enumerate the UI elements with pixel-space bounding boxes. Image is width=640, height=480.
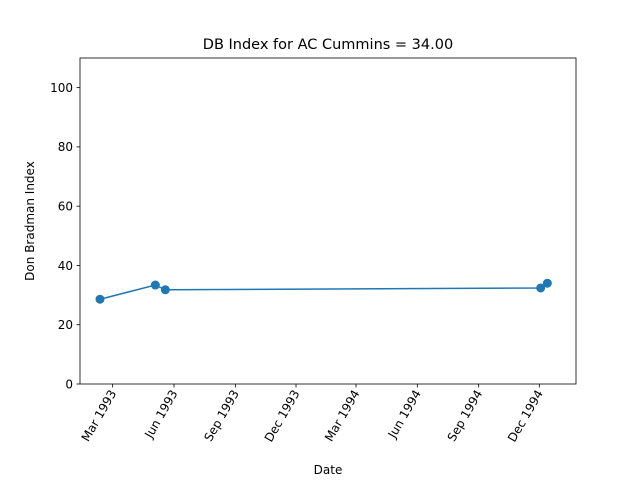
data-point bbox=[536, 283, 546, 293]
y-tick-label: 60 bbox=[58, 199, 73, 213]
data-point bbox=[160, 285, 170, 295]
y-tick-label: 100 bbox=[50, 81, 73, 95]
y-tick-label: 0 bbox=[65, 377, 73, 391]
axes-frame bbox=[79, 57, 577, 385]
chart-title: DB Index for AC Cummins = 34.00 bbox=[203, 37, 453, 53]
x-axis-label: Date bbox=[314, 463, 343, 477]
y-tick-label: 20 bbox=[58, 318, 73, 332]
y-tick-label: 80 bbox=[58, 140, 73, 154]
data-point bbox=[150, 280, 160, 290]
data-point bbox=[95, 294, 105, 304]
y-axis-label: Don Bradman Index bbox=[23, 161, 37, 281]
data-point bbox=[542, 278, 552, 288]
y-tick-label: 40 bbox=[58, 259, 73, 273]
